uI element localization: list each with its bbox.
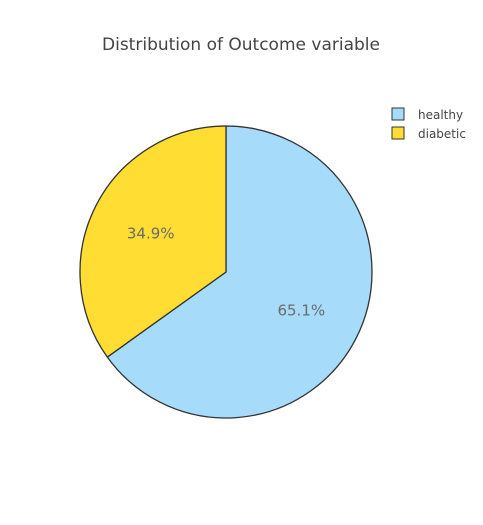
pie-slice-healthy[interactable] [106,125,373,419]
pie-slice-label-diabetic: 34.9% [127,224,175,242]
pie-slices [79,125,373,419]
pie-slice-diabetic[interactable] [79,125,227,358]
legend: healthy diabetic [391,107,466,141]
legend-label-healthy[interactable]: healthy [418,108,463,122]
legend-swatch-healthy[interactable] [391,107,405,121]
legend-label-diabetic[interactable]: diabetic [418,127,466,141]
pie-slice-label-healthy: 65.1% [277,302,325,320]
legend-swatch-diabetic[interactable] [391,126,405,140]
pie-slice-labels: 65.1% 34.9% [127,224,325,319]
chart-title: Distribution of Outcome variable [102,35,380,55]
